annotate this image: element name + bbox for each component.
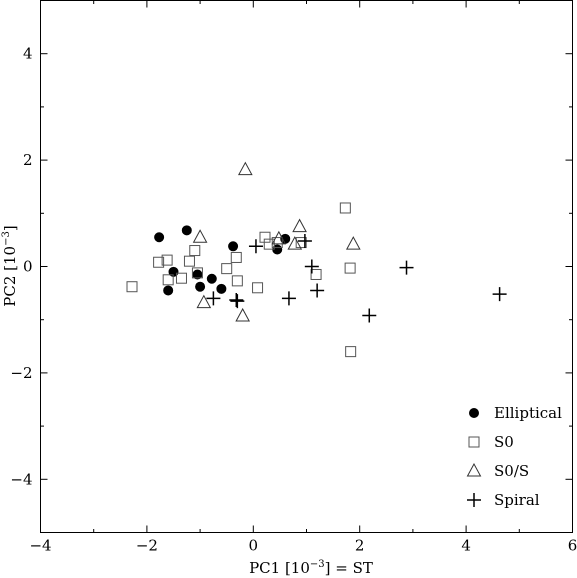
legend: Elliptical S0 S0/S Spiral xyxy=(466,404,562,509)
x-tick-label: −2 xyxy=(136,537,158,555)
data-point-s0 xyxy=(221,263,233,275)
legend-marker-elliptical xyxy=(469,408,479,418)
y-tick-label: −2 xyxy=(10,364,32,382)
legend-label-elliptical: Elliptical xyxy=(494,404,562,422)
data-point-spiral xyxy=(304,259,319,274)
data-point-elliptical xyxy=(195,281,206,292)
data-point-s0 xyxy=(259,231,271,243)
legend-marker-spiral xyxy=(467,493,481,507)
axis-ticks xyxy=(40,0,573,533)
y-tick-label: 2 xyxy=(23,151,33,169)
data-point-spiral xyxy=(229,293,244,308)
data-point-spiral xyxy=(492,287,507,302)
data-point-s0-s xyxy=(196,294,212,309)
data-point-s0-s xyxy=(237,161,253,176)
data-point-s0-s xyxy=(192,229,208,243)
x-tick-label: 0 xyxy=(249,537,259,555)
x-tick-label: 4 xyxy=(461,537,471,555)
data-point-s0 xyxy=(310,268,322,280)
data-point-s0 xyxy=(126,281,138,293)
x-tick-label: 2 xyxy=(355,537,365,555)
data-point-s0 xyxy=(161,254,173,266)
data-point-spiral xyxy=(230,294,245,309)
data-point-s0 xyxy=(231,275,243,287)
legend-label-s0: S0 xyxy=(494,433,514,451)
data-point-s0 xyxy=(153,256,165,268)
x-axis-label-suffix: ] = ST xyxy=(325,559,373,577)
x-tick-label: −4 xyxy=(29,537,51,555)
y-axis-label-exponent: −3 xyxy=(1,231,12,246)
x-axis-label: PC1 [10−3] = ST xyxy=(249,559,373,577)
data-point-spiral xyxy=(297,233,312,248)
data-point-s0 xyxy=(183,255,195,267)
data-point-s0 xyxy=(344,262,356,274)
data-point-spiral xyxy=(206,291,221,306)
y-axis-label-main: PC2 [10 xyxy=(1,246,19,307)
data-point-s0-s xyxy=(292,218,307,233)
data-point-s0 xyxy=(345,346,357,358)
legend-label-s0-s: S0/S xyxy=(494,462,529,480)
data-point-spiral xyxy=(310,283,325,298)
legend-label-spiral: Spiral xyxy=(494,491,540,509)
data-point-s0 xyxy=(175,272,187,284)
data-point-elliptical xyxy=(228,241,239,252)
data-point-s0-s xyxy=(235,307,250,322)
legend-marker-s0-s xyxy=(466,462,482,477)
data-point-s0 xyxy=(252,282,264,294)
data-point-spiral xyxy=(281,291,296,306)
data-point-elliptical xyxy=(181,225,192,236)
data-point-s0-s xyxy=(345,236,361,250)
data-point-spiral xyxy=(248,239,263,254)
data-point-s0 xyxy=(295,237,307,249)
data-point-s0 xyxy=(189,245,201,257)
data-point-elliptical xyxy=(154,232,165,243)
data-point-spiral xyxy=(362,308,377,323)
y-tick-label: 0 xyxy=(23,258,33,276)
x-tick-label: 6 xyxy=(568,537,577,555)
data-point-spiral xyxy=(399,260,414,275)
data-point-elliptical xyxy=(206,273,217,284)
data-point-s0 xyxy=(162,274,174,286)
data-point-s0-s xyxy=(287,236,303,250)
data-point-elliptical xyxy=(216,283,227,294)
data-point-s0 xyxy=(271,237,283,249)
data-point-s0-s xyxy=(271,230,287,245)
y-axis-label-suffix: ] xyxy=(1,225,19,231)
axis-tick-labels: −4 −2 0 2 4 6 −4 −2 0 2 4 xyxy=(10,45,577,555)
legend-marker-s0 xyxy=(468,436,480,448)
x-axis-label-exponent: −3 xyxy=(310,559,325,570)
x-axis-label-main: PC1 [10 xyxy=(249,559,310,577)
y-tick-label: −4 xyxy=(10,470,32,488)
data-point-s0 xyxy=(339,202,351,214)
data-point-s0 xyxy=(230,251,242,263)
y-tick-label: 4 xyxy=(23,45,33,63)
data-points xyxy=(126,161,507,358)
data-point-s0 xyxy=(191,267,203,279)
y-axis-label: PC2 [10−3] xyxy=(1,225,19,306)
data-point-elliptical xyxy=(163,285,174,296)
